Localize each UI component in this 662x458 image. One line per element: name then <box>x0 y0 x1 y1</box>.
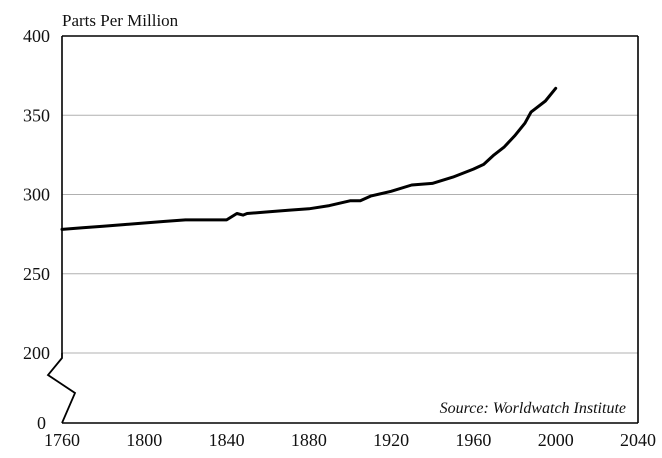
series-line-0 <box>60 86 558 231</box>
x-tick-1920: 1920 <box>373 430 409 450</box>
x-tick-2000: 2000 <box>538 430 574 450</box>
series-group <box>60 86 558 231</box>
y-tick-300: 300 <box>23 185 50 205</box>
plot-frame <box>61 35 639 424</box>
x-tick-1840: 1840 <box>209 430 245 450</box>
x-tick-1880: 1880 <box>291 430 327 450</box>
y-tick-0: 0 <box>37 413 46 433</box>
x-tick-1800: 1800 <box>126 430 162 450</box>
source-note: Source: Worldwatch Institute <box>440 400 626 417</box>
y-axis-break <box>46 353 77 424</box>
y-tick-400: 400 <box>23 26 50 46</box>
x-tick-2040: 2040 <box>620 430 656 450</box>
y-tick-350: 350 <box>23 105 50 125</box>
gridlines <box>62 114 638 354</box>
axis-break-marker <box>46 353 77 424</box>
y-tick-200: 200 <box>23 343 50 363</box>
x-tick-1960: 1960 <box>455 430 491 450</box>
y-axis-label: Parts Per Million <box>62 11 179 30</box>
y-tick-250: 250 <box>23 264 50 284</box>
x-tick-1760: 1760 <box>44 430 80 450</box>
y-tick-labels: 200 250 300 350 400 0 <box>23 26 50 433</box>
x-tick-labels: 1760 1800 1840 1880 1920 1960 2000 2040 <box>44 430 656 450</box>
